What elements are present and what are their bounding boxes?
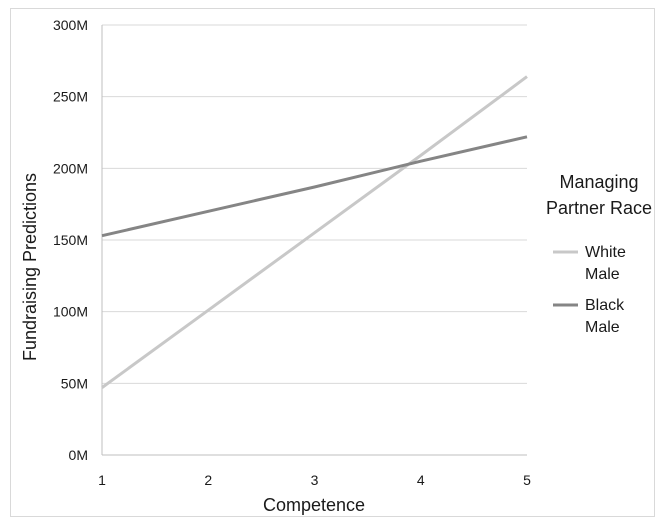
y-tick-label: 150M	[53, 232, 88, 248]
x-tick-label: 1	[98, 472, 106, 488]
y-tick-label: 0M	[69, 447, 88, 463]
series-line-white-male	[101, 75, 528, 389]
gridlines	[102, 24, 527, 456]
x-tick-label: 3	[311, 472, 319, 488]
x-tick-labels: 1 2 3 4 5	[98, 472, 531, 488]
y-axis-title: Fundraising Predictions	[20, 173, 40, 361]
legend-label-white-male-line-1: White	[585, 244, 626, 261]
x-tick-label: 2	[204, 472, 212, 488]
legend-label-black-male-line-1: Black	[585, 297, 625, 314]
legend-label-black-male-line-2: Male	[585, 319, 620, 336]
legend: Managing Partner Race White Male Black M…	[546, 172, 652, 336]
y-tick-label: 200M	[53, 160, 88, 176]
legend-label-white-male-line-2: Male	[585, 266, 620, 283]
legend-title-line-1: Managing	[559, 172, 638, 192]
series-lines	[101, 75, 528, 389]
x-tick-label: 4	[417, 472, 425, 488]
y-tick-label: 250M	[53, 89, 88, 105]
y-tick-label: 50M	[61, 375, 88, 391]
legend-title-line-2: Partner Race	[546, 198, 652, 218]
x-tick-label: 5	[523, 472, 531, 488]
y-tick-label: 300M	[53, 17, 88, 33]
x-axis-title: Competence	[263, 495, 365, 515]
y-tick-labels: 0M 50M 100M 150M 200M 250M 300M	[53, 17, 88, 463]
y-tick-label: 100M	[53, 304, 88, 320]
series-line-black-male	[101, 135, 528, 238]
chart-frame	[10, 8, 655, 517]
